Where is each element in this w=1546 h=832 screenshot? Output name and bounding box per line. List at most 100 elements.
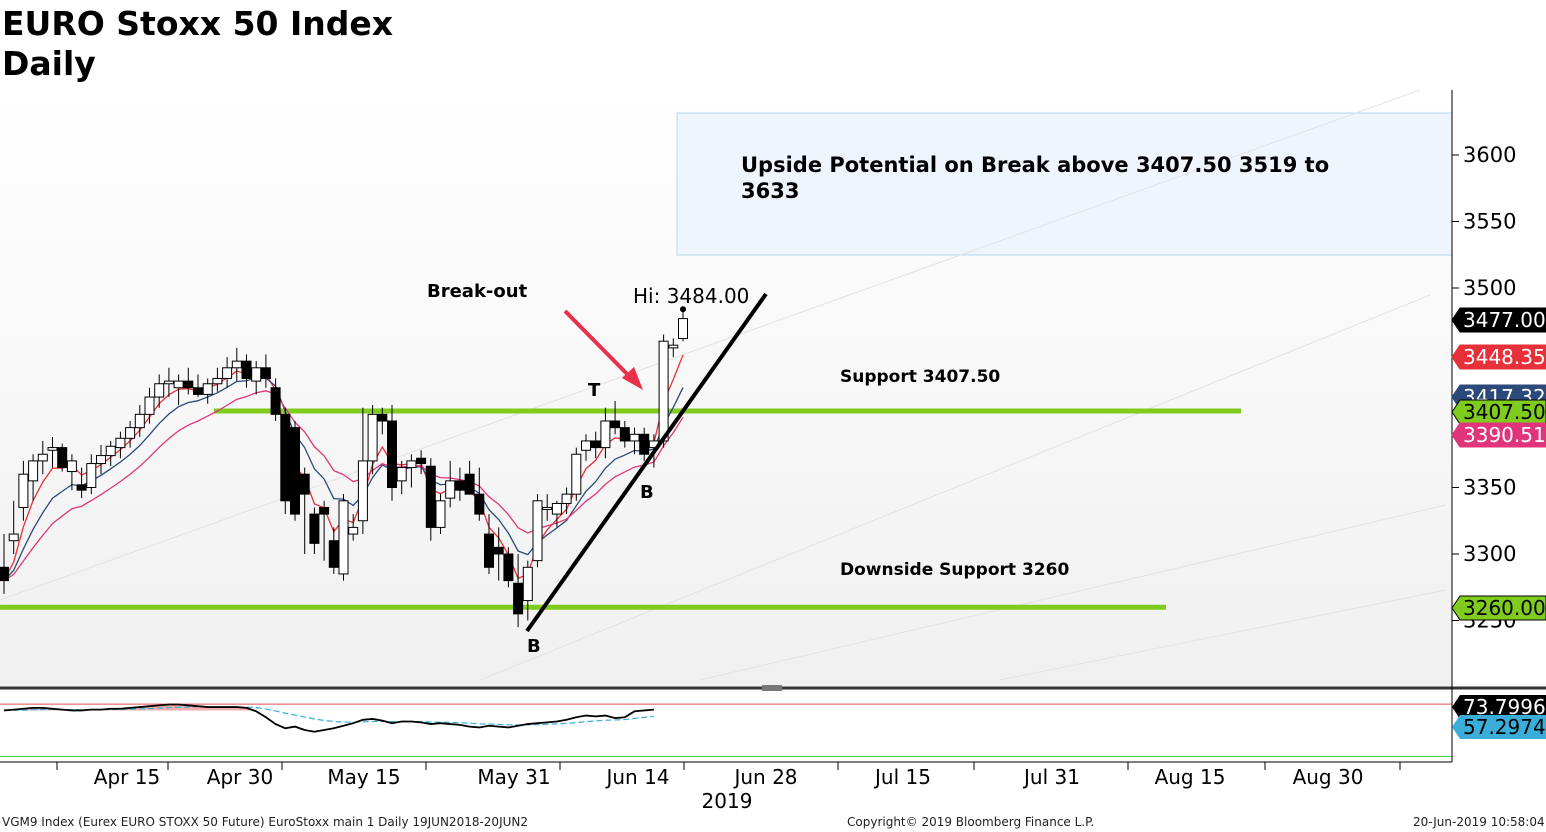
x-tick-label-8: Aug 15 [1155, 765, 1226, 789]
candle [629, 427, 640, 455]
x-tick-label-4: Jun 14 [604, 765, 669, 789]
candle [231, 347, 242, 382]
footer-source: VGM9 Index (Eurex EURO STOXX 50 Future) … [2, 815, 529, 829]
x-year-label: 2019 [702, 789, 753, 813]
candle-body [193, 387, 203, 395]
candle [493, 527, 504, 581]
candle [66, 454, 77, 491]
x-tick-label-6: Jul 15 [873, 765, 931, 789]
candle-body [328, 540, 339, 568]
candle [445, 460, 456, 508]
candle [367, 405, 378, 475]
candle-body [435, 500, 446, 528]
ema-slow-line [3, 390, 684, 582]
candle [532, 494, 543, 568]
price-tag-shape [1451, 307, 1546, 333]
candle-body [357, 460, 368, 522]
guide-lines [0, 89, 1447, 681]
candle-body [144, 396, 155, 415]
rsi-tag-text: 57.2974 [1463, 715, 1546, 739]
candle-body [668, 344, 679, 349]
candle-body [105, 445, 116, 457]
price-tag-shape [1451, 344, 1546, 370]
candle [193, 374, 203, 398]
candle-body [28, 460, 39, 482]
candle [416, 450, 427, 475]
candle [154, 374, 165, 408]
candle [561, 487, 572, 515]
price-tag-text: 3260.00 [1463, 596, 1546, 620]
candle-body [600, 420, 611, 449]
rsi-overbought-fill [4, 704, 654, 711]
candles [0, 309, 688, 628]
candle-body [619, 427, 630, 442]
price-tag-shape [1451, 399, 1546, 425]
price-tag-text: 3407.50 [1463, 400, 1546, 424]
candle-body [154, 383, 165, 398]
candle-body [251, 367, 262, 382]
candle [396, 460, 407, 495]
candle-body [629, 433, 640, 442]
candle-body [202, 383, 213, 395]
candle [639, 427, 650, 461]
candle [57, 443, 68, 472]
candle [76, 467, 87, 499]
candle [513, 554, 524, 628]
candle-body [387, 420, 397, 488]
candle [202, 378, 213, 404]
projection-text-line-2: 3633 [741, 179, 799, 203]
candle-body [222, 367, 233, 379]
candle-body [183, 380, 194, 389]
trendline [525, 292, 768, 633]
x-tick-label-5: Jun 28 [732, 765, 797, 789]
support-lines [0, 408, 1241, 610]
candle-body [416, 457, 427, 465]
candle [173, 374, 184, 406]
candle [348, 514, 359, 541]
candle [251, 361, 262, 395]
candle-body [610, 420, 621, 429]
projection-text-line-1: Upside Potential on Break above 3407.50 … [741, 153, 1329, 177]
candle-body [406, 460, 417, 469]
candle-body [348, 526, 359, 535]
candle-body [96, 455, 106, 465]
guide-line-0 [0, 89, 1421, 601]
candle-body [513, 582, 524, 615]
candle-body [309, 513, 320, 544]
candle [328, 527, 339, 574]
y-tick-label-3600: 3600 [1463, 143, 1516, 167]
y-tick-label-3350: 3350 [1463, 476, 1516, 500]
candle-body [338, 500, 349, 575]
candle-body [231, 360, 242, 369]
candle-body [0, 566, 9, 582]
candle-body [18, 473, 29, 508]
candle-body [66, 460, 77, 473]
price-tag-4: 3390.51 [1451, 422, 1546, 448]
y-tick-label-3500: 3500 [1463, 276, 1516, 300]
candle [96, 444, 106, 475]
candle [299, 467, 310, 554]
candle-body [134, 413, 145, 429]
candle-body [464, 473, 475, 495]
candle [387, 405, 397, 501]
candle [0, 534, 9, 594]
candle [522, 560, 533, 621]
candle [37, 440, 48, 475]
rsi-tag-shape [1452, 715, 1546, 739]
candle [571, 447, 582, 501]
support-label: Support 3407.50 [840, 367, 1000, 387]
candle [542, 494, 553, 521]
high-label: Hi: 3484.00 [633, 284, 749, 308]
price-tag-text: 3390.51 [1463, 423, 1546, 447]
candle [581, 434, 591, 461]
panel-splitter-handle[interactable] [762, 685, 782, 691]
candle-body [367, 413, 378, 462]
candle [47, 436, 58, 468]
price-tag-3: 3407.50 [1451, 399, 1546, 425]
rsi-line [3, 703, 654, 733]
candle [600, 407, 611, 459]
candle [338, 494, 349, 581]
candle-body [581, 440, 591, 451]
candle-body [590, 440, 601, 449]
